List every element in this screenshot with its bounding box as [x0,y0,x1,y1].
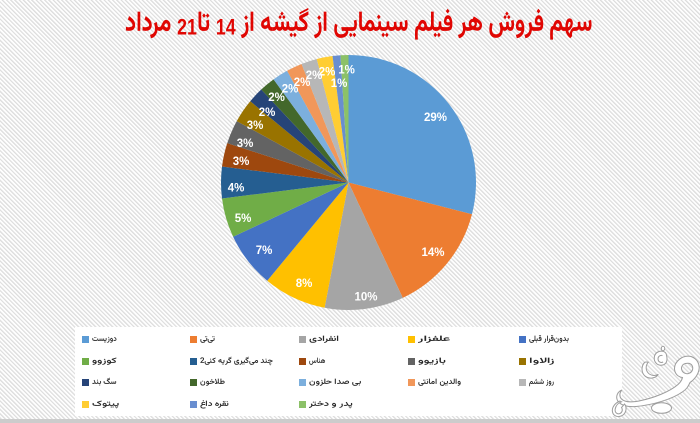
svg-text:2%: 2% [294,77,311,89]
svg-text:3%: 3% [237,138,254,150]
svg-text:29%: 29% [424,112,447,124]
svg-text:2%: 2% [306,70,323,82]
svg-text:2%: 2% [268,92,285,104]
svg-text:2%: 2% [319,67,336,79]
svg-text:3%: 3% [247,120,264,132]
svg-text:1%: 1% [331,78,348,90]
svg-text:3%: 3% [233,156,250,168]
svg-text:7%: 7% [256,245,273,257]
svg-text:4%: 4% [228,183,245,195]
svg-text:2%: 2% [259,107,276,119]
svg-text:8%: 8% [296,278,313,290]
svg-text:2%: 2% [282,84,299,96]
svg-text:1%: 1% [338,65,355,77]
svg-text:10%: 10% [354,292,377,304]
svg-text:14%: 14% [421,247,444,259]
svg-text:5%: 5% [235,213,252,225]
